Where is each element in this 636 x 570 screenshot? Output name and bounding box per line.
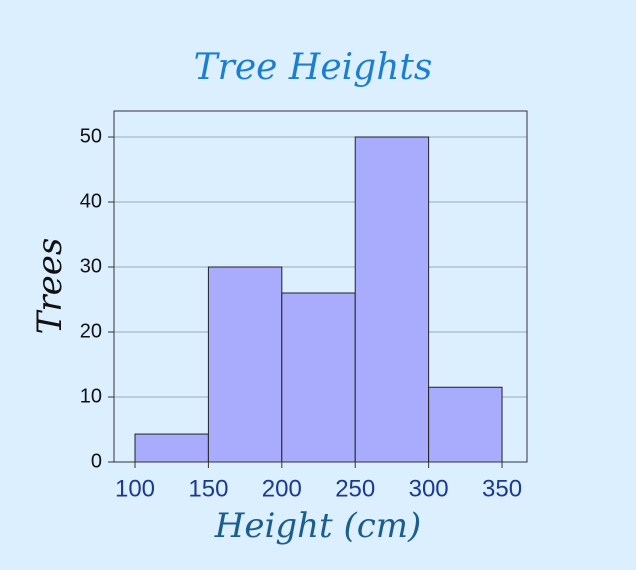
x-tick-label: 100 <box>115 475 155 502</box>
y-tick-label: 10 <box>80 385 102 407</box>
bar <box>281 292 356 463</box>
bar <box>207 266 283 463</box>
y-tick-label: 20 <box>80 320 102 342</box>
x-tick-label: 200 <box>262 475 302 502</box>
y-tick-label: 50 <box>80 125 102 147</box>
y-tick-label: 40 <box>80 190 102 212</box>
plot-frame <box>113 110 528 463</box>
y-tick-label: 30 <box>80 255 102 277</box>
x-tick-label: 250 <box>335 475 375 502</box>
bar <box>134 433 209 463</box>
x-tick-label: 350 <box>482 475 522 502</box>
x-tick-label: 300 <box>409 475 449 502</box>
bar <box>428 386 503 463</box>
chart-title: Tree Heights <box>194 47 433 88</box>
x-axis-label: Height (cm) <box>214 506 422 546</box>
y-tick-label: 0 <box>91 450 102 472</box>
x-tick-label: 150 <box>188 475 228 502</box>
bar <box>354 136 430 463</box>
y-axis-label: Trees <box>30 238 70 335</box>
